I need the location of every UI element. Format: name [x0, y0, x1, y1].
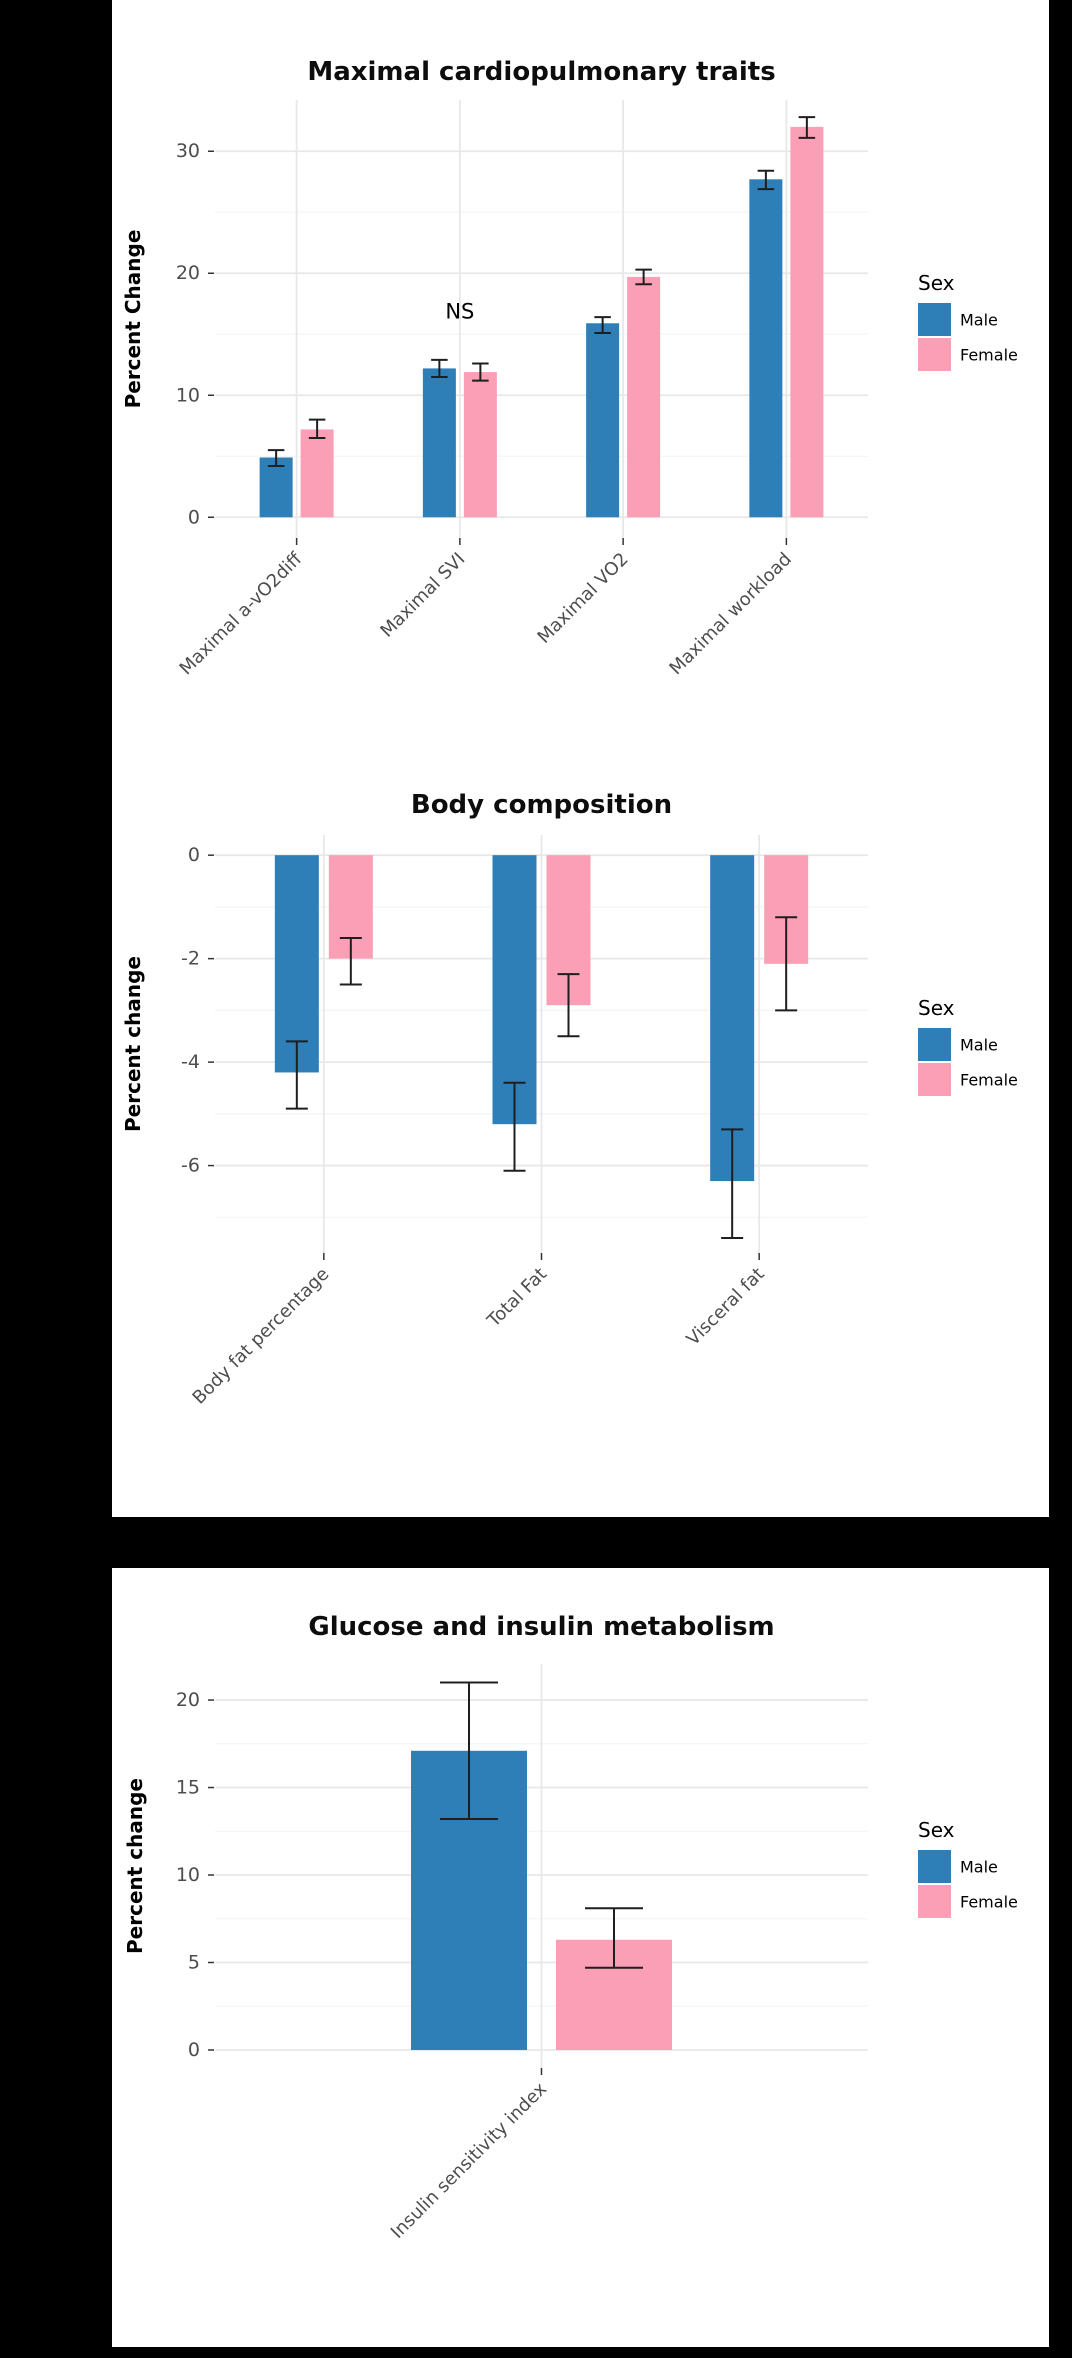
y-axis-title: Percent Change	[121, 230, 145, 409]
y-axis-title: Percent change	[121, 956, 145, 1132]
bar-male	[259, 457, 293, 518]
chart-title: Maximal cardiopulmonary traits	[307, 57, 775, 87]
legend-swatch-male	[918, 1028, 951, 1061]
x-tick-label: Maximal VO2	[534, 549, 633, 648]
bar-male	[586, 323, 620, 518]
y-tick-label: 10	[176, 1864, 200, 1886]
y-tick-label: 0	[188, 2039, 200, 2061]
y-tick-label: 30	[176, 140, 200, 162]
x-tick-label: Body fat percentage	[189, 1264, 334, 1409]
legend-swatch-female	[918, 1885, 951, 1918]
bar-female	[300, 429, 334, 518]
bar-male	[422, 368, 456, 518]
bar-male	[749, 179, 783, 518]
figure-bottom-block: 0 5 10 15 20 Insulin sensitivity index Glucose…	[112, 1568, 1049, 2347]
legend-title: Sex	[918, 271, 955, 295]
x-tick-label: Maximal workload	[665, 549, 795, 679]
legend-label-female: Female	[960, 1071, 1018, 1090]
legend-label-female: Female	[960, 346, 1018, 365]
x-tick-label: Visceral fat	[683, 1264, 769, 1350]
legend-title: Sex	[918, 1818, 955, 1842]
y-tick-label: -4	[181, 1051, 200, 1073]
legend-label-male: Male	[960, 311, 998, 330]
bar-male	[710, 855, 755, 1182]
y-tick-label: 20	[176, 262, 200, 284]
y-tick-label: 15	[176, 1777, 200, 1799]
legend-title: Sex	[918, 996, 955, 1020]
legend-swatch-female	[918, 1063, 951, 1096]
legend-label-male: Male	[960, 1036, 998, 1055]
bar-female	[463, 372, 497, 518]
significance-annotation: NS	[445, 299, 474, 323]
bar-male	[492, 855, 537, 1125]
x-tick-label: Maximal SVI	[376, 549, 469, 642]
x-tick-label: Total Fat	[483, 1264, 551, 1332]
y-tick-label: 0	[188, 844, 200, 866]
y-tick-label: 20	[176, 1689, 200, 1711]
x-tick-label: Maximal a-vO2diff	[176, 548, 307, 679]
x-tick-label: Insulin sensitivity index	[387, 2078, 551, 2242]
legend-swatch-male	[918, 1850, 951, 1883]
bar-male	[274, 855, 319, 1073]
figure-top-block: 0 10 20 30 Maximal a-vO2diff Maximal SVI Maxim…	[112, 0, 1049, 1517]
bar-female	[790, 126, 824, 518]
legend-swatch-female	[918, 338, 951, 371]
y-tick-label: 5	[188, 1951, 200, 1973]
y-tick-label: -2	[181, 948, 200, 970]
legend-label-male: Male	[960, 1858, 998, 1877]
legend-label-female: Female	[960, 1893, 1018, 1912]
figure-1-svg: 0 10 20 30 Maximal a-vO2diff Maximal SVI Maxim…	[121, 57, 1018, 1409]
figure-2-svg: 0 5 10 15 20 Insulin sensitivity index Glucose…	[123, 1612, 1018, 2243]
y-tick-label: 10	[176, 384, 200, 406]
y-tick-label: 0	[188, 506, 200, 528]
y-axis-title: Percent change	[123, 1778, 147, 1954]
bar-female	[627, 276, 661, 518]
y-tick-label: -6	[181, 1155, 200, 1177]
chart-title: Glucose and insulin metabolism	[308, 1612, 774, 1642]
legend-swatch-male	[918, 303, 951, 336]
chart-title: Body composition	[411, 790, 672, 820]
